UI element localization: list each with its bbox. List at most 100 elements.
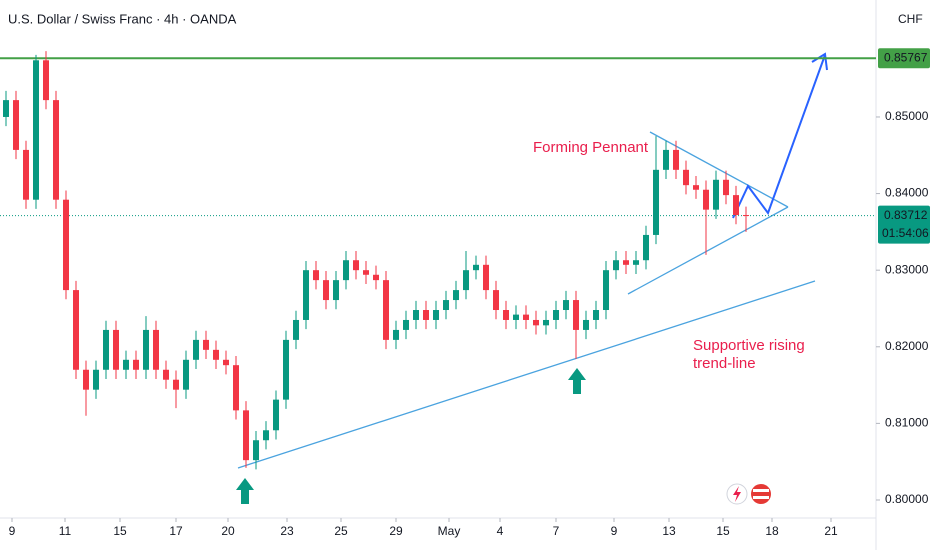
candle-body [363,270,369,275]
x-tick-label: 9 [9,524,16,538]
last-price-label: 0.83712 [884,208,928,222]
annotation: Supportive rising [693,337,805,354]
rising-trend-line [237,280,816,469]
candle-body [173,379,179,390]
projection-path [732,54,826,219]
candle-body [513,314,519,320]
candle-body [313,270,319,281]
up-arrow [236,478,254,504]
x-tick-label: 15 [113,524,127,538]
candle-body [523,314,529,320]
candle-body [433,310,439,320]
candle-body [403,319,409,330]
candle-body [263,430,269,441]
event-icon-bolt [733,486,741,502]
candle-body [33,60,39,200]
candle-body [213,349,219,360]
last-price-box [878,205,930,244]
annotation: Forming Pennant [533,139,649,156]
x-tick-label: 13 [662,524,676,538]
candle-body [93,369,99,390]
resistance-price-label: 0.85767 [884,50,928,64]
candle-body [243,410,249,461]
candle-body [63,199,69,291]
candle-body [693,185,699,190]
candle-body [283,339,289,400]
candle-body [483,264,489,291]
candle-body [663,149,669,170]
x-tick-label: 17 [169,524,183,538]
candle-body [333,280,339,301]
candle-body [293,319,299,340]
x-tick-label: 15 [716,524,730,538]
candle-body [113,329,119,370]
x-tick-label: 4 [497,524,504,538]
candle-body [633,260,639,265]
candle-body [73,290,79,370]
candle-body [203,339,209,350]
x-tick-label: 7 [553,524,560,538]
candle-body [353,260,359,271]
x-tick-label: 25 [334,524,348,538]
candle-body [673,149,679,170]
x-tick-label: 21 [824,524,838,538]
y-tick-label: 0.85000 [885,109,929,123]
candle-body [303,270,309,320]
projection-arrowhead [811,52,828,71]
candle-body [23,149,29,200]
candle-body [393,329,399,340]
candle-body [683,169,689,186]
candle-body [53,100,59,200]
candle-body [613,260,619,271]
trend-lines [237,131,816,469]
candle-body [713,179,719,210]
y-tick-label: 0.84000 [885,186,929,200]
x-tick-label: 18 [765,524,779,538]
candle-body [323,280,329,301]
y-tick-label: 0.81000 [885,416,929,430]
up-arrow [568,368,586,394]
candle-body [423,310,429,320]
pennant-lower [627,206,789,295]
candle-body [493,290,499,311]
flag-icon[interactable] [751,484,771,504]
candle-body [703,189,709,210]
candle-body [123,359,129,370]
candle-body [3,100,9,117]
candle-body [223,359,229,366]
candle-body [573,300,579,330]
candle-body [453,290,459,301]
candle-body [383,280,389,340]
candle-body [193,339,199,360]
candle-body [563,300,569,311]
candle-body [603,270,609,311]
candle-body [233,365,239,411]
candle-body [143,329,149,370]
candle-body [153,329,159,370]
candle-body [13,100,19,150]
x-tick-label: 20 [221,524,235,538]
x-tick-label: 11 [59,524,72,538]
candle-body [43,60,49,101]
candle-body [553,310,559,320]
candle-body [743,215,749,217]
candle-body [623,260,629,265]
x-tick-label: 29 [389,524,403,538]
candle-body [273,399,279,431]
chart-title: U.S. Dollar / Swiss Franc · 4h · OANDA [8,11,237,26]
resistance-price-box [878,48,930,69]
y-tick-label: 0.82000 [885,339,929,353]
candle-body [653,169,659,235]
candle-body [643,234,649,261]
candle-body [163,369,169,380]
candle-body [533,319,539,326]
candle-body [593,310,599,320]
candle-body [443,300,449,311]
candle-body [503,310,509,320]
pennant-upper [649,131,789,208]
countdown-label: 01:54:06 [882,226,929,240]
candle-body [343,260,349,281]
candle-body [463,270,469,291]
x-tick-label: 9 [611,524,618,538]
